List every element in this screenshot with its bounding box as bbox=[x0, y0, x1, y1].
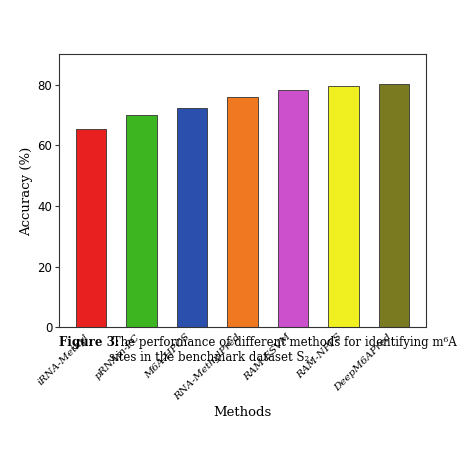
Bar bbox=[328, 86, 359, 327]
Text: Figure 3:: Figure 3: bbox=[59, 336, 119, 349]
Bar bbox=[278, 90, 308, 327]
Bar bbox=[379, 84, 409, 327]
Y-axis label: Accuracy (%): Accuracy (%) bbox=[20, 146, 33, 236]
Bar bbox=[126, 115, 157, 327]
Bar bbox=[76, 129, 106, 327]
Text: The performance of different methods for identifying m⁶A sites in the benchmark : The performance of different methods for… bbox=[109, 336, 456, 364]
Bar bbox=[227, 97, 258, 327]
X-axis label: Methods: Methods bbox=[213, 406, 272, 419]
Bar bbox=[177, 108, 207, 327]
